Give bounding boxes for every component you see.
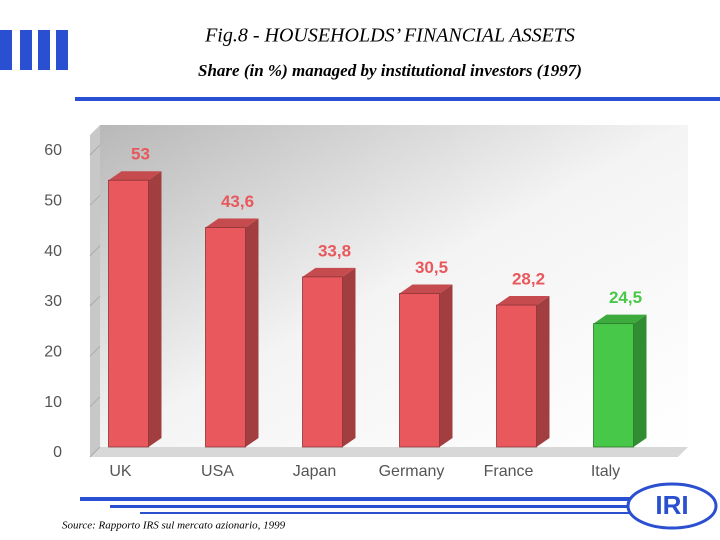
value-label: 33,8 (318, 241, 351, 260)
y-tick-label: 40 (44, 243, 62, 260)
bar-side (245, 218, 259, 447)
x-tick-label: USA (201, 463, 234, 480)
logo-stripes (0, 30, 68, 70)
header-rule (75, 97, 720, 101)
bar-top (496, 296, 550, 306)
x-tick-label: France (484, 463, 534, 480)
tick-mark (89, 446, 101, 458)
footer-stripes (80, 497, 630, 514)
source-note: Source: Rapporto IRS sul mercato azionar… (62, 520, 286, 532)
bar-side (439, 284, 453, 447)
x-tick-label: Italy (591, 463, 620, 480)
y-tick-label: 60 (44, 142, 62, 159)
bar (205, 227, 246, 448)
tick-mark (89, 194, 101, 206)
bar-top (108, 171, 162, 181)
side-wall (90, 125, 100, 457)
chart-title: Fig.8 - HOUSEHOLDS’ FINANCIAL ASSETS (204, 25, 575, 47)
bar (593, 323, 634, 448)
bar (496, 304, 537, 448)
bar-top (302, 267, 356, 277)
bar-top (593, 314, 647, 324)
bar-side (536, 296, 550, 447)
bar-top (205, 218, 259, 228)
value-label: 30,5 (415, 258, 448, 277)
chart-subtitle: Share (in %) managed by institutional in… (198, 61, 582, 80)
bar-side (148, 171, 162, 447)
logo-ring (626, 482, 718, 530)
back-wall (100, 125, 688, 447)
logo-text: IRI (655, 490, 688, 520)
value-label: 53 (131, 145, 150, 164)
x-tick-label: UK (109, 463, 132, 480)
tick-mark (89, 396, 101, 408)
value-label: 28,2 (512, 270, 545, 289)
x-tick-label: Germany (379, 463, 445, 480)
floor (90, 447, 688, 457)
y-tick-label: 10 (44, 394, 62, 411)
bar (302, 276, 343, 448)
value-label: 24,5 (609, 288, 642, 307)
tick-mark (89, 295, 101, 307)
bar-side (633, 314, 647, 447)
bar (108, 179, 149, 448)
y-tick-label: 0 (53, 444, 62, 461)
y-tick-label: 50 (44, 193, 62, 210)
tick-mark (89, 144, 101, 156)
x-tick-label: Japan (293, 463, 337, 480)
tick-mark (89, 345, 101, 357)
tick-mark (89, 245, 101, 257)
value-label: 43,6 (221, 192, 254, 211)
bar-top (399, 284, 453, 294)
y-tick-label: 20 (44, 344, 62, 361)
bar-side (342, 267, 356, 447)
bar (399, 293, 440, 448)
y-tick-label: 30 (44, 293, 62, 310)
